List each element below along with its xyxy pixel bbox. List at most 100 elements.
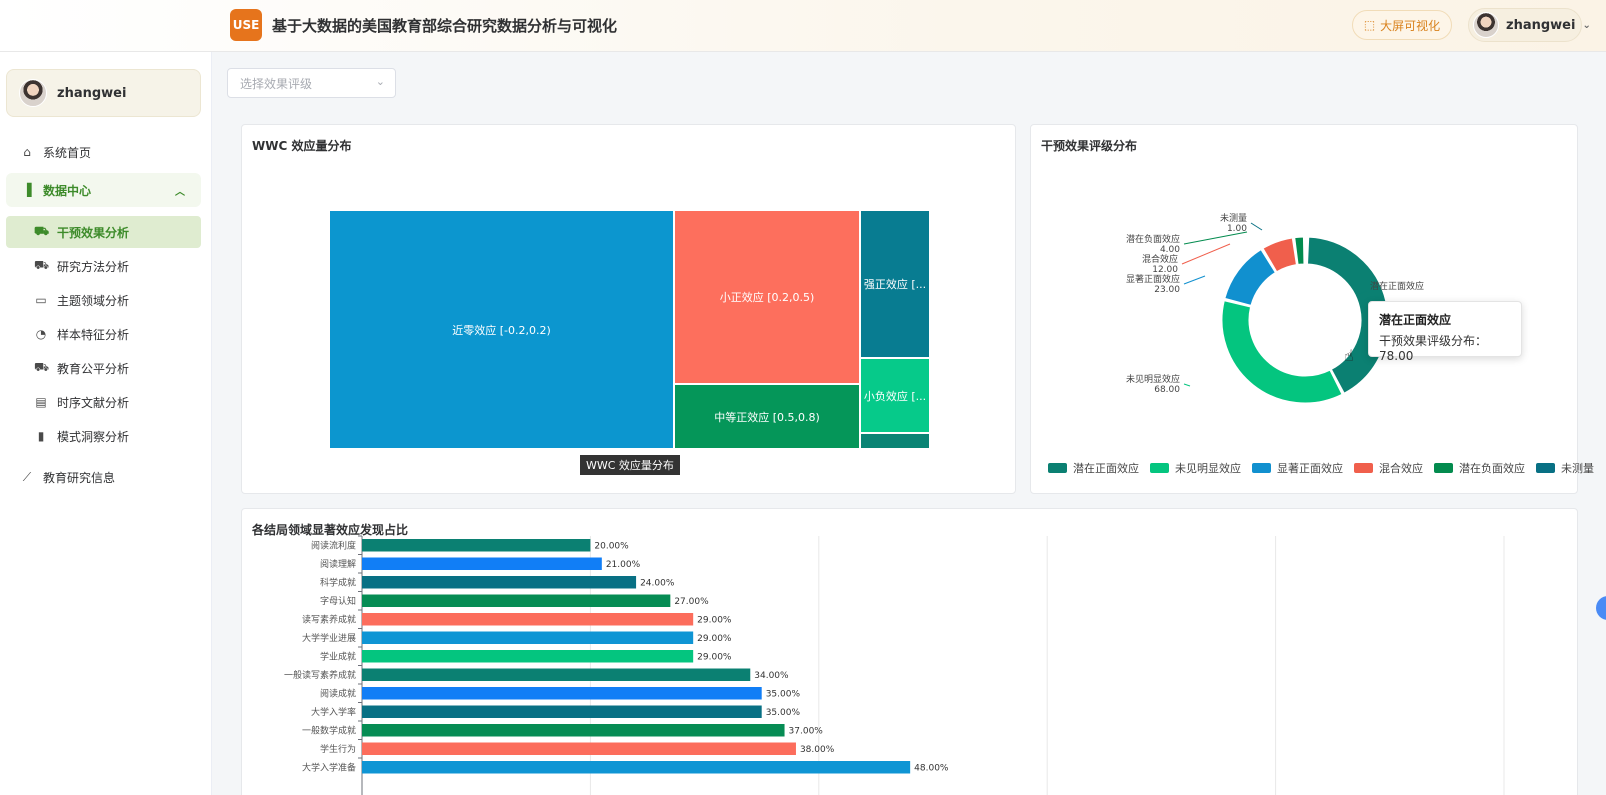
donut-slice[interactable]	[1262, 237, 1297, 273]
cart-icon: ⛟	[34, 258, 50, 272]
treemap-cell-label: 小正效应 [0.2,0.5)	[719, 291, 815, 304]
sidebar-item-label: 系统首页	[43, 145, 92, 160]
sidebar-item-topic-area[interactable]: ▭ 主题领域分析	[6, 284, 201, 316]
legend-label: 混合效应	[1379, 462, 1423, 475]
app-header: USE 基于大数据的美国教育部综合研究数据分析与可视化 ⬚ 大屏可视化 zhan…	[0, 0, 1606, 52]
category-label: 读写素养成就	[302, 614, 356, 626]
legend-swatch	[1536, 463, 1555, 473]
sidebar-item-label: 研究方法分析	[57, 259, 130, 274]
cart-icon: ⛟	[34, 360, 50, 374]
bar-value-label: 29.00%	[697, 653, 732, 663]
treemap-cell-other[interactable]	[860, 433, 930, 449]
donut-label-value: 4.00	[1160, 245, 1180, 255]
legend-item[interactable]: 混合效应	[1354, 460, 1423, 476]
donut-slice[interactable]	[1305, 236, 1307, 265]
sidebar-item-sample-feature[interactable]: ◔ 样本特征分析	[6, 318, 201, 350]
sidebar-item-equity[interactable]: ⛟ 教育公平分析	[6, 352, 201, 384]
legend-swatch	[1048, 463, 1067, 473]
category-label: 大学入学准备	[302, 762, 356, 774]
big-screen-label: 大屏可视化	[1380, 18, 1441, 33]
big-screen-button[interactable]: ⬚ 大屏可视化	[1352, 10, 1452, 40]
legend-label: 显著正面效应	[1277, 462, 1343, 475]
category-label: 学生行为	[320, 743, 356, 755]
bar[interactable]	[362, 539, 591, 552]
donut-slice[interactable]	[1221, 300, 1343, 404]
sidebar-item-pattern[interactable]: ▮ 模式洞察分析	[6, 420, 201, 452]
donut-label-line	[1250, 222, 1263, 231]
donut-slice[interactable]	[1294, 236, 1305, 265]
legend-item[interactable]: 未测量	[1536, 460, 1594, 476]
sidebar-group-data-center[interactable]: ▐ 数据中心 ︿	[6, 173, 201, 207]
bar[interactable]	[362, 724, 785, 737]
legend-item[interactable]: 潜在正面效应	[1048, 460, 1139, 476]
bar-value-label: 34.00%	[754, 671, 789, 681]
bar-chart-icon: ▐	[22, 183, 32, 197]
bar[interactable]	[362, 594, 671, 608]
bar[interactable]	[362, 705, 762, 719]
treemap-cell-strong-positive[interactable]: 强正效应 [...	[860, 210, 930, 358]
bar[interactable]	[362, 650, 694, 663]
sidebar-item-intervention-effect[interactable]: ⛟ 干预效果分析	[6, 216, 201, 248]
sidebar-item-label: 时序文献分析	[57, 395, 130, 410]
sidebar-avatar	[19, 79, 47, 107]
legend-item[interactable]: 潜在负面效应	[1434, 460, 1525, 476]
treemap-cell-near-zero[interactable]: 近零效应 [-0.2,0.2)	[329, 210, 674, 449]
sidebar-item-home[interactable]: ⌂ 系统首页	[6, 136, 201, 168]
category-label: 一般读写素养成就	[284, 669, 356, 681]
sidebar-item-research-method[interactable]: ⛟ 研究方法分析	[6, 250, 201, 282]
treemap-card: WWC 效应量分布 近零效应 [-0.2,0.2) 小正效应 [0.2,0.5)…	[241, 124, 1016, 494]
bar-value-label: 37.00%	[789, 727, 824, 737]
bar[interactable]	[362, 557, 602, 571]
legend-item[interactable]: 未见明显效应	[1150, 460, 1241, 476]
donut-label-value: 12.00	[1152, 265, 1178, 275]
tooltip-name: 潜在正面效应	[1379, 313, 1452, 327]
sidebar-item-label: 样本特征分析	[57, 327, 130, 342]
bar-title: 各结局领域显著效应发现占比	[252, 523, 409, 537]
chevron-up-icon: ︿	[175, 186, 185, 198]
sidebar-item-timeline[interactable]: ▤ 时序文献分析	[6, 386, 201, 418]
floating-action-button[interactable]	[1596, 596, 1606, 620]
bar[interactable]	[362, 742, 796, 756]
donut-legend: 潜在正面效应 未见明显效应 显著正面效应 混合效应 潜在负面效应 未测量	[1048, 460, 1594, 476]
bar[interactable]	[362, 576, 637, 589]
treemap-title: WWC 效应量分布	[252, 139, 352, 153]
bar-value-label: 29.00%	[697, 616, 732, 626]
donut-label-name: 未测量	[1220, 212, 1247, 224]
legend-swatch	[1434, 463, 1453, 473]
bar[interactable]	[362, 761, 911, 774]
sidebar-user-name: zhangwei	[57, 85, 127, 101]
donut-label-line	[1183, 231, 1248, 245]
bar-value-label: 35.00%	[766, 708, 801, 718]
tooltip-value: 干预效果评级分布：78.00	[1379, 334, 1488, 363]
cart-icon: ⛟	[34, 224, 50, 238]
trend-chart-icon: ⟋	[22, 469, 32, 484]
effect-rating-select[interactable]: 选择效果评级 ⌄	[227, 68, 396, 98]
sidebar-item-label: 数据中心	[43, 183, 92, 198]
treemap-cell-small-negative[interactable]: 小负效应 [...	[860, 358, 930, 433]
header-user-name: zhangwei	[1506, 17, 1576, 33]
treemap-cell-medium-positive[interactable]: 中等正效应 [0.5,0.8)	[674, 384, 860, 449]
bar[interactable]	[362, 631, 694, 645]
select-placeholder: 选择效果评级	[240, 76, 313, 91]
category-label: 阅读理解	[320, 558, 356, 570]
sidebar-user-card: zhangwei	[6, 69, 201, 117]
donut-label-line	[1183, 383, 1191, 387]
category-label: 字母认知	[320, 595, 356, 607]
donut-label-name: 混合效应	[1142, 253, 1178, 265]
donut-label-line	[1359, 290, 1367, 295]
bar-value-label: 27.00%	[674, 597, 709, 607]
bar[interactable]	[362, 668, 751, 682]
sidebar-item-research-info[interactable]: ⟋ 教育研究信息	[6, 461, 201, 493]
donut-title: 干预效果评级分布	[1041, 139, 1138, 153]
donut-slice[interactable]	[1224, 248, 1276, 306]
legend-item[interactable]: 显著正面效应	[1252, 460, 1343, 476]
bar[interactable]	[362, 687, 762, 700]
donut-slice[interactable]	[1306, 236, 1389, 394]
donut-label-value: 68.00	[1154, 385, 1180, 395]
bar[interactable]	[362, 613, 694, 626]
user-menu[interactable]: zhangwei ⌄	[1468, 8, 1591, 42]
treemap-cell-small-positive[interactable]: 小正效应 [0.2,0.5)	[674, 210, 860, 384]
sidebar: zhangwei ⌂ 系统首页 ▐ 数据中心 ︿ ⛟ 干预效果分析 ⛟ 研究方法…	[0, 52, 212, 795]
home-icon: ⌂	[23, 145, 31, 159]
sidebar-item-label: 模式洞察分析	[57, 429, 130, 444]
